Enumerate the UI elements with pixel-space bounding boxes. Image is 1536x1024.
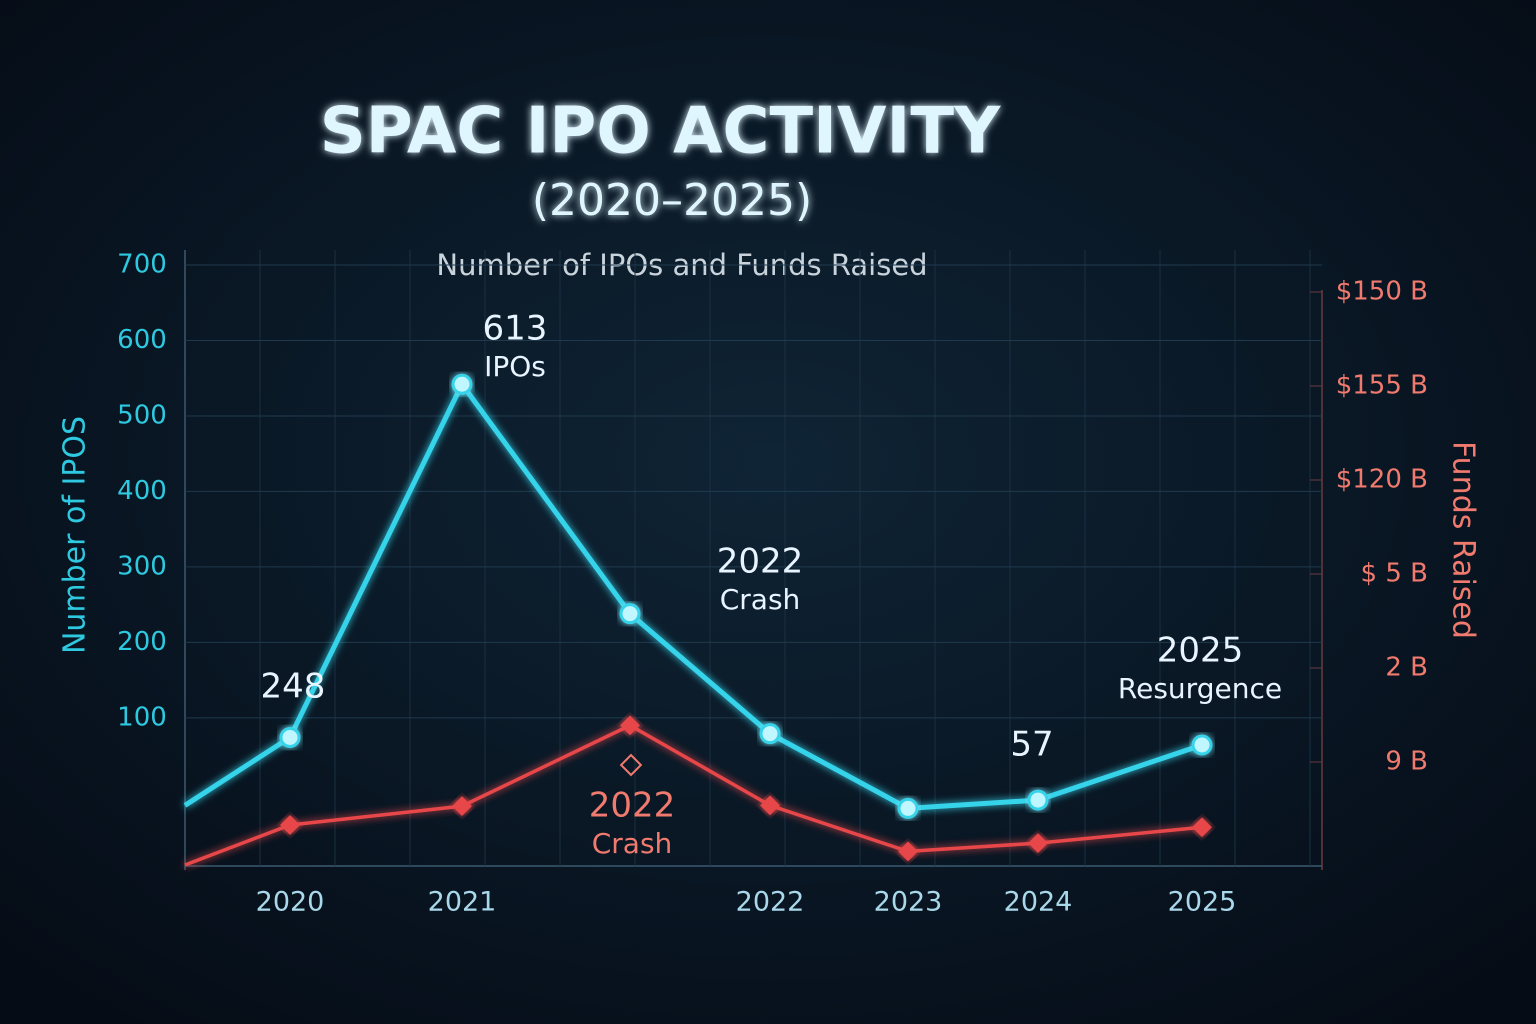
point [451,373,473,395]
y2-axis-label: Funds Raised [1446,441,1481,639]
x-tick-label: 2023 [874,887,943,918]
annotation: 2022 [589,786,676,826]
x-tick-label: 2024 [1004,887,1073,918]
x-tick-label: 2021 [428,887,497,918]
point [760,795,780,816]
y2-tick-label: $120 B [1336,465,1428,495]
y-tick-label: 400 [117,476,167,506]
point [1028,833,1048,854]
annotation: 2022 [717,542,804,582]
y-tick-label: 500 [117,400,167,430]
y2-tick-label: 9 B [1385,747,1428,777]
decor-diamond [619,753,643,777]
series-line [183,379,1203,811]
y-tick-label: 300 [117,551,167,581]
chart-title-line2: (2020–2025) [532,175,812,226]
y-axis-label: Number of IPOS [58,416,93,654]
point [619,603,641,625]
annotation: 2025 [1157,631,1244,671]
annotation: Crash [592,827,673,860]
point [1192,817,1212,838]
point [280,815,300,835]
point [452,796,472,817]
point [1027,789,1049,811]
annotation: 248 [261,667,326,707]
point [620,715,640,736]
annotation: Resurgence [1118,672,1282,705]
x-tick-label: 2025 [1168,887,1237,918]
chart-title: SPAC IPO ACTIVITY [320,95,1001,169]
x-tick-label: 2022 [736,887,805,918]
annotation: 57 [1010,725,1053,765]
y2-tick-label: $155 B [1336,371,1428,401]
point [1191,734,1213,756]
point [279,726,301,748]
y-tick-label: 200 [117,627,167,657]
annotation: Crash [720,583,801,616]
annotation: IPOs [484,350,546,383]
y-tick-label: 700 [117,250,167,280]
y2-tick-label: $ 5 B [1361,559,1428,589]
point [897,797,919,819]
y-tick-label: 600 [117,325,167,355]
point [898,841,918,862]
x-tick-label: 2020 [256,887,325,918]
series-line [184,723,1203,867]
y-tick-label: 100 [117,702,167,732]
point [759,723,781,745]
y2-tick-label: 2 B [1385,653,1428,683]
annotation: 613 [483,309,548,349]
y2-tick-label: $150 B [1336,277,1428,307]
